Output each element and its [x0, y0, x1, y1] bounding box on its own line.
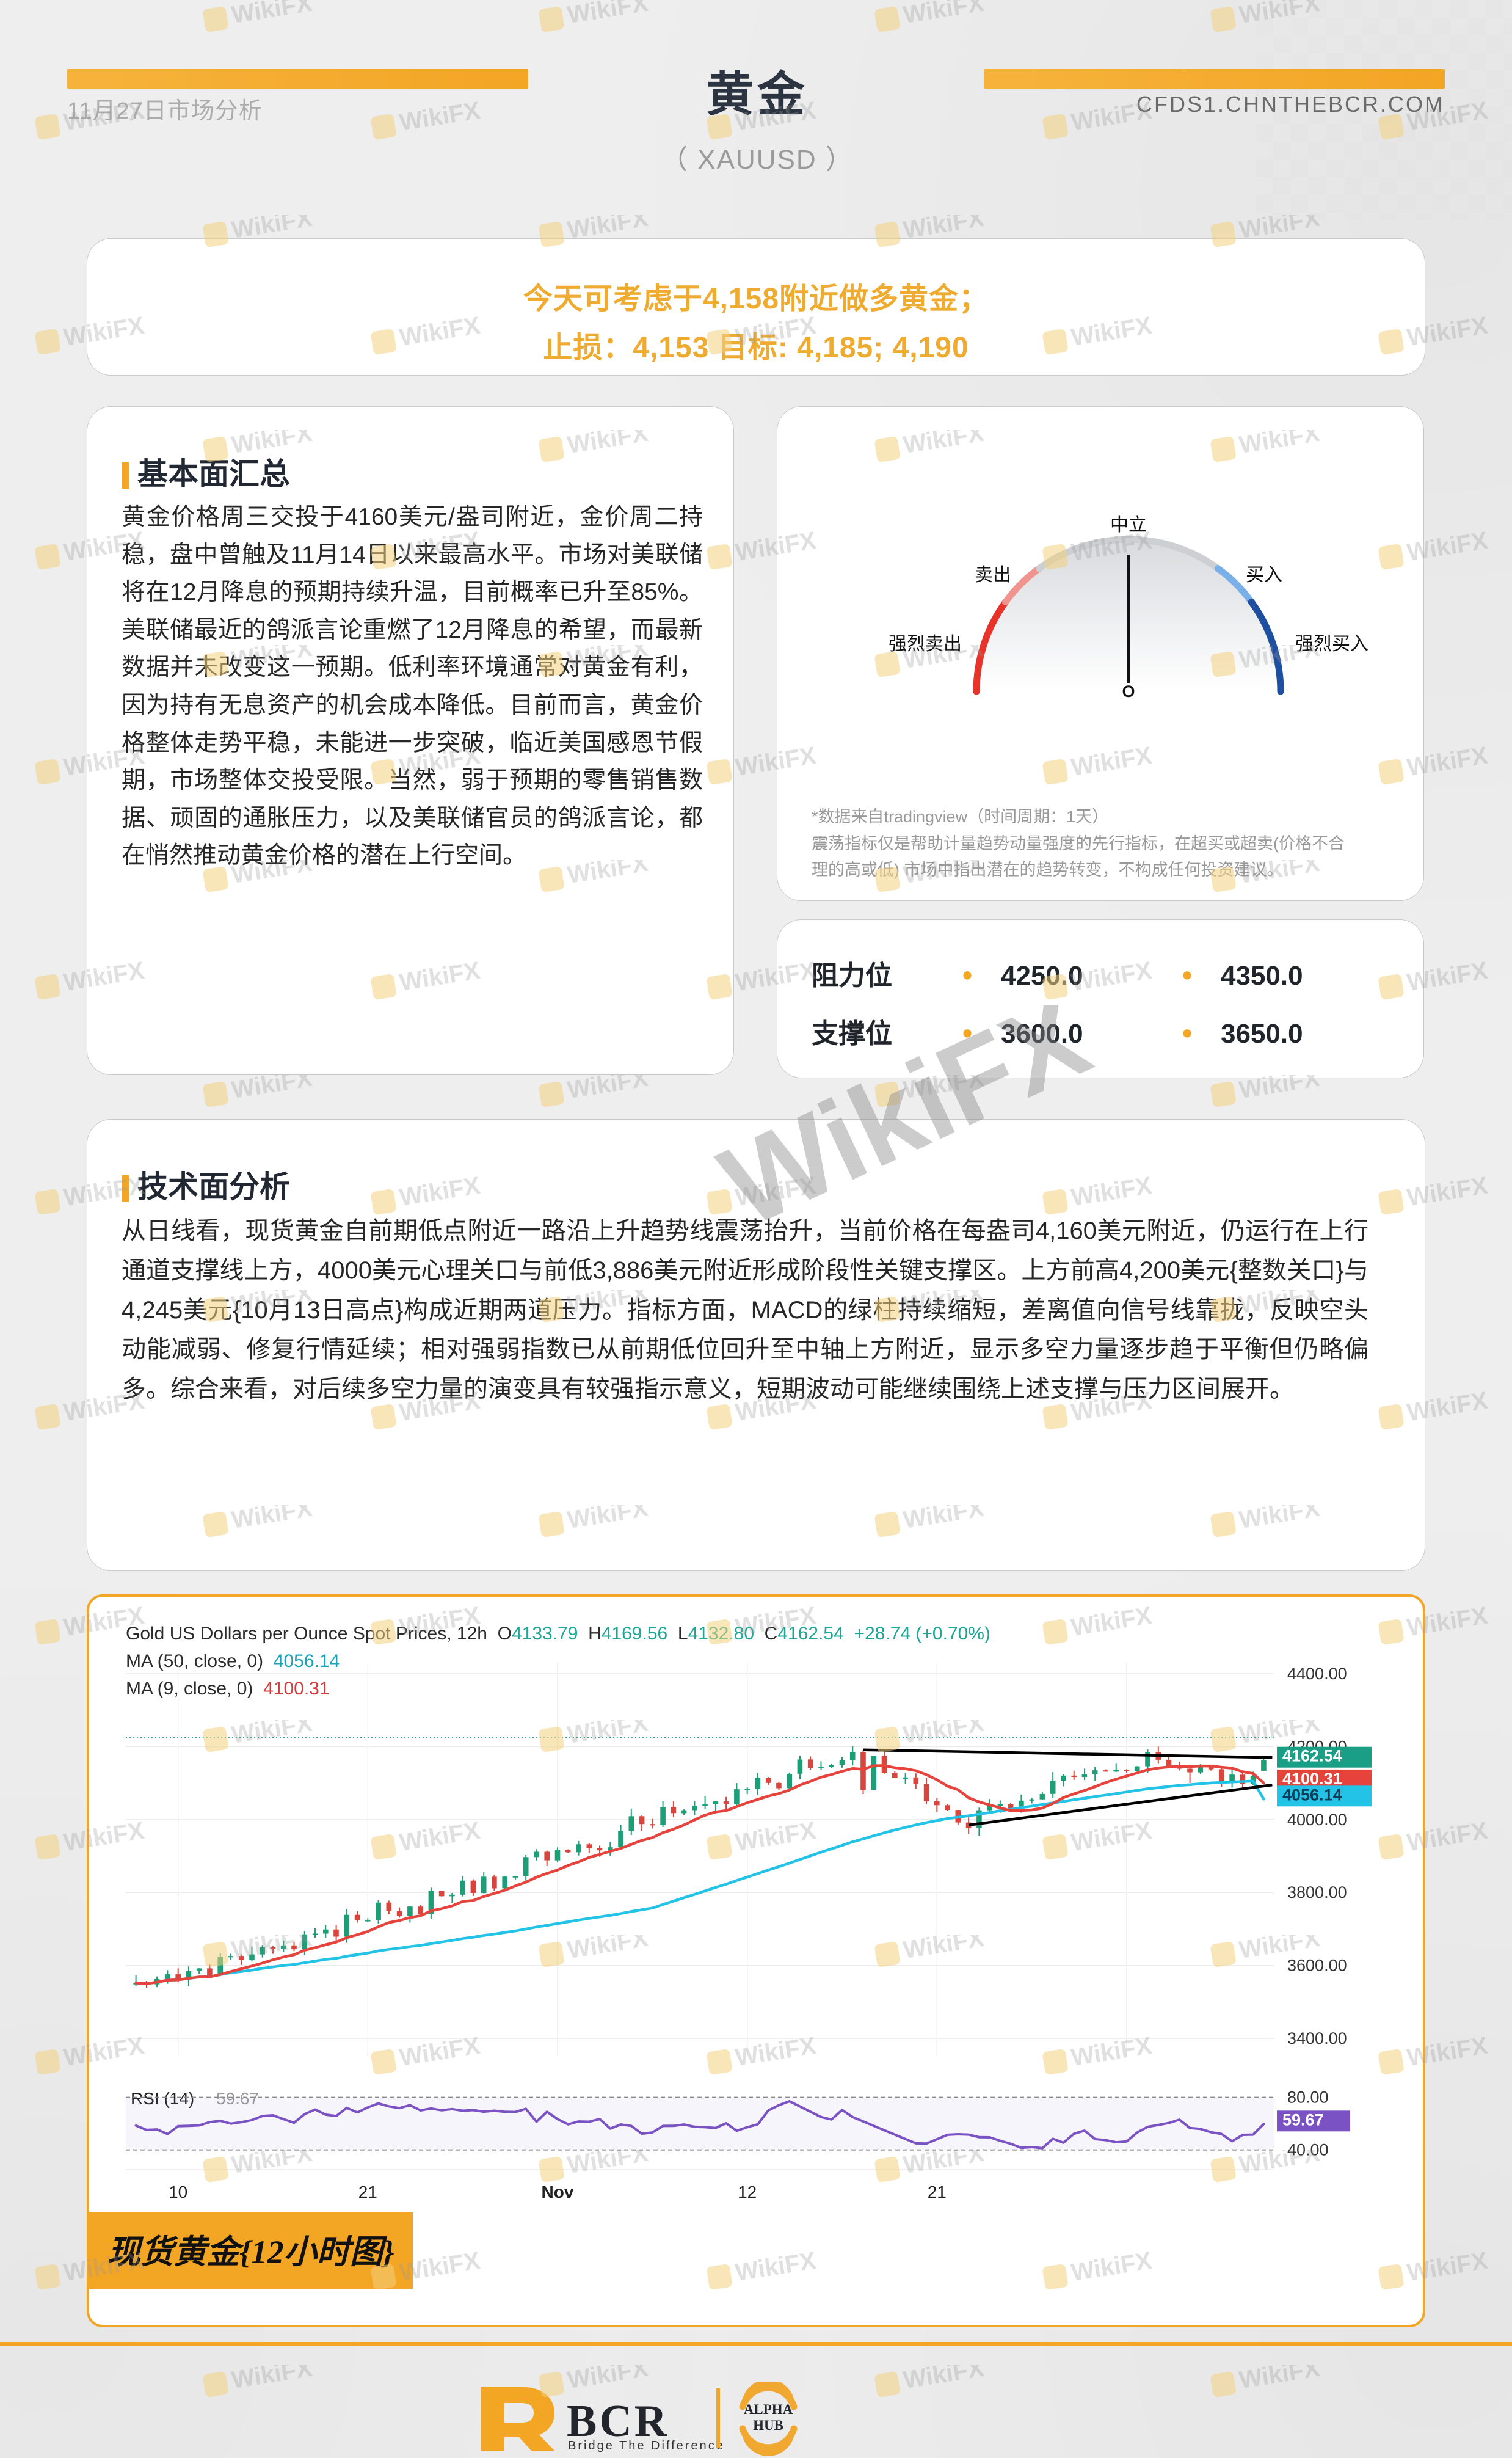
svg-text:Bridge The Difference: Bridge The Difference — [568, 2439, 725, 2453]
svg-text:买入: 买入 — [1246, 565, 1282, 585]
svg-text:12: 12 — [738, 2183, 757, 2201]
svg-text:10: 10 — [169, 2183, 187, 2201]
svg-text:21: 21 — [358, 2183, 377, 2201]
svg-text:59.67: 59.67 — [1282, 2110, 1324, 2129]
svg-text:4056.14: 4056.14 — [1282, 1785, 1342, 1804]
svg-text:中立: 中立 — [1110, 515, 1147, 535]
svg-text:21: 21 — [928, 2183, 947, 2201]
svg-text:HUB: HUB — [753, 2418, 783, 2433]
svg-text:O: O — [1122, 682, 1135, 701]
svg-text:40.00: 40.00 — [1287, 2141, 1329, 2159]
svg-text:4162.54: 4162.54 — [1282, 1747, 1342, 1765]
svg-text:3600.00: 3600.00 — [1287, 1957, 1347, 1975]
svg-text:4400.00: 4400.00 — [1287, 1665, 1347, 1683]
svg-text:强烈买入: 强烈买入 — [1295, 634, 1368, 654]
svg-text:4000.00: 4000.00 — [1287, 1811, 1347, 1829]
svg-text:Nov: Nov — [542, 2183, 574, 2201]
svg-text:3800.00: 3800.00 — [1287, 1883, 1347, 1902]
svg-text:ALPHA: ALPHA — [744, 2402, 793, 2417]
svg-text:80.00: 80.00 — [1287, 2088, 1329, 2107]
svg-text:强烈卖出: 强烈卖出 — [889, 634, 962, 654]
svg-text:卖出: 卖出 — [975, 565, 1011, 585]
svg-text:3400.00: 3400.00 — [1287, 2029, 1347, 2048]
